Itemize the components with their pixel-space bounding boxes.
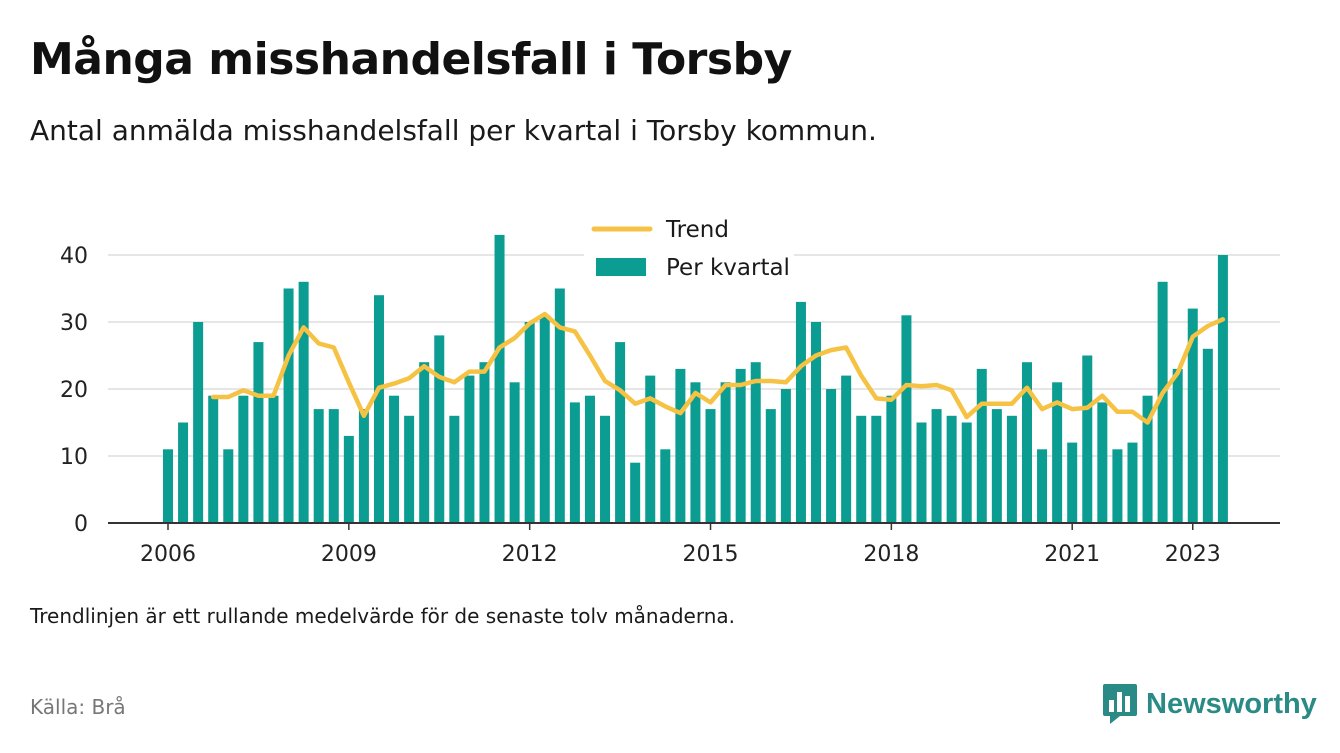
- y-axis-ticks: 0 10 20 30 40: [60, 244, 88, 537]
- bar: [283, 288, 294, 523]
- bar: [253, 342, 264, 523]
- x-tick-label: 2009: [321, 542, 377, 567]
- bar: [373, 295, 384, 523]
- legend-bar-label: Per kvartal: [666, 255, 790, 281]
- bar: [991, 409, 1002, 523]
- bar: [660, 449, 671, 523]
- bar: [720, 382, 731, 523]
- bar: [584, 395, 595, 523]
- bar: [1067, 442, 1078, 523]
- bar: [298, 281, 309, 523]
- bar: [856, 415, 867, 523]
- bar: [539, 315, 550, 523]
- bar: [931, 409, 942, 523]
- bar: [705, 409, 716, 523]
- bar: [1127, 442, 1138, 523]
- bar: [645, 375, 656, 523]
- bar: [976, 368, 987, 523]
- y-tick-label: 10: [60, 445, 88, 470]
- bar: [1006, 415, 1017, 523]
- bar: [1097, 402, 1108, 523]
- bar: [871, 415, 882, 523]
- bar: [841, 375, 852, 523]
- bar: [916, 422, 927, 523]
- legend-trend-label: Trend: [665, 217, 729, 243]
- bar: [163, 449, 173, 523]
- bar: [404, 415, 415, 523]
- x-tick-label: 2015: [683, 542, 739, 567]
- x-tick-label: 2006: [140, 542, 196, 567]
- bar: [419, 362, 430, 523]
- bar: [1112, 449, 1123, 523]
- bar: [464, 375, 475, 523]
- brand-name: Newsworthy: [1146, 687, 1317, 720]
- bar: [615, 342, 626, 523]
- bar: [449, 415, 460, 523]
- bar: [901, 315, 912, 523]
- legend: Trend Per kvartal: [584, 215, 794, 287]
- bar: [1217, 255, 1228, 523]
- bar: [223, 449, 234, 523]
- bar: [600, 415, 611, 523]
- y-tick-label: 30: [60, 311, 88, 336]
- bar: [313, 409, 324, 523]
- bar: [795, 301, 806, 523]
- bar: [268, 395, 279, 523]
- bar: [780, 389, 791, 523]
- trend-line: [210, 311, 1226, 425]
- bar-series: [163, 234, 1228, 523]
- bar: [1142, 395, 1153, 523]
- bar: [358, 409, 369, 523]
- x-tick-label: 2023: [1165, 542, 1221, 567]
- bar: [389, 395, 400, 523]
- bar: [554, 288, 565, 523]
- x-tick-label: 2021: [1044, 542, 1100, 567]
- bar: [826, 389, 837, 523]
- bar: [1052, 382, 1063, 523]
- bar: [208, 395, 219, 523]
- bar: [811, 322, 822, 523]
- x-axis-ticks: 2006 2009 2012 2015 2018 2021 2023: [140, 523, 1221, 567]
- x-tick-label: 2012: [502, 542, 558, 567]
- bar: [886, 395, 897, 523]
- source-label: Källa: Brå: [30, 695, 126, 719]
- bar: [675, 368, 686, 523]
- bar: [961, 422, 972, 523]
- chart-area: 0 10 20 30 40 2006 2009 2012 2015 2018 2021 2023 T…: [60, 215, 1280, 567]
- bar: [765, 409, 776, 523]
- bar: [328, 409, 339, 523]
- bar: [1037, 449, 1048, 523]
- chart-title: Många misshandelsfall i Torsby: [30, 34, 792, 85]
- bar: [494, 234, 505, 523]
- bar: [1202, 348, 1213, 523]
- y-tick-label: 0: [74, 512, 88, 537]
- bar: [1172, 368, 1183, 523]
- bar: [946, 415, 957, 523]
- bar: [1082, 355, 1093, 523]
- bar: [479, 362, 490, 523]
- bar: [1021, 362, 1032, 523]
- chart-subtitle: Antal anmälda misshandelsfall per kvarta…: [30, 114, 877, 147]
- legend-bar-swatch: [596, 258, 646, 276]
- bar: [178, 422, 189, 523]
- y-tick-label: 40: [60, 244, 88, 269]
- trend-note: Trendlinjen är ett rullande medelvärde f…: [30, 604, 736, 628]
- x-tick-label: 2018: [863, 542, 919, 567]
- bar: [630, 462, 641, 523]
- bar: [1187, 308, 1198, 523]
- bar-chart-speech-bubble-icon: [1103, 684, 1137, 724]
- bar: [750, 362, 761, 523]
- y-tick-label: 20: [60, 378, 88, 403]
- brand-logo: Newsworthy: [1102, 683, 1317, 725]
- bar: [193, 322, 204, 523]
- bar: [524, 322, 535, 523]
- bar: [434, 335, 445, 523]
- bar: [690, 382, 701, 523]
- bar: [509, 382, 520, 523]
- bar: [238, 395, 249, 523]
- bar: [735, 368, 746, 523]
- bar: [343, 435, 354, 523]
- bar: [1157, 281, 1168, 523]
- bar: [569, 402, 580, 523]
